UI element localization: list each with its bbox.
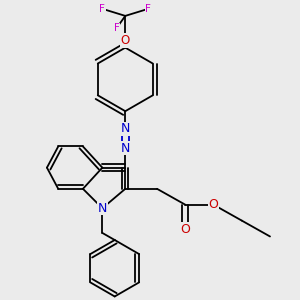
Text: N: N bbox=[98, 202, 107, 215]
Text: N: N bbox=[121, 142, 130, 155]
Text: O: O bbox=[208, 198, 218, 211]
Text: F: F bbox=[145, 4, 151, 14]
Text: F: F bbox=[113, 23, 119, 33]
Text: N: N bbox=[121, 122, 130, 135]
Text: O: O bbox=[121, 34, 130, 47]
Text: F: F bbox=[99, 4, 105, 14]
Text: O: O bbox=[180, 223, 190, 236]
